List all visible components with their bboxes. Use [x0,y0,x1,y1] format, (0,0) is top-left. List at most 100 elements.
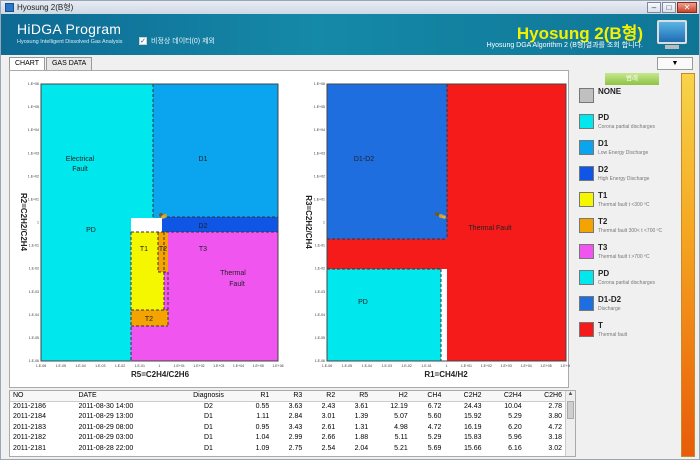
table-cell: 1.09 [255,444,270,452]
axis-tick-label: 1.E-01 [135,364,145,368]
legend-desc: Discharge [598,306,621,312]
label-thermal-fault: Fault [229,281,245,288]
table-cell: D1 [203,444,213,452]
label-t2: T2 [159,246,167,253]
legend-swatch [579,244,594,259]
table-cell: 2011-08-28 22:00 [78,444,134,452]
axis-tick-label: 1.E+06 [272,364,283,368]
table-row[interactable]: 2011-2183 2011-08-29 08:00 D1 0.95 3.43 2.61 1… [10,422,565,433]
legend-name: D1 [598,139,609,148]
axis-tick-label: 1 [446,364,448,368]
axis-tick-label: 1.E+01 [174,364,185,368]
table-cell: 1.11 [256,413,270,421]
table-scrollbar[interactable]: ▲ [565,391,575,456]
region-d1 [153,84,278,218]
axis-tick-label: 1.E+05 [28,105,39,109]
brand-title: Hyosung 2(B형) [516,24,643,43]
column-header[interactable]: C2H2 [444,391,485,402]
label-pd: PD [86,227,96,234]
legend-swatch [579,322,594,337]
column-header[interactable]: C2H4 [484,391,525,402]
exclude-abnormal-toggle[interactable]: ✓ 비정상 데이터(0) 제외 [139,36,215,46]
options-dropdown[interactable]: ▼ [657,57,693,70]
axis-tick-label: 1.E-02 [29,267,39,271]
window-controls: – □ ✕ [647,2,697,13]
table-row[interactable]: 2011-2184 2011-08-29 13:00 D1 1.11 2.84 3.01 1… [10,412,565,423]
table-cell: 2.54 [321,444,336,452]
axis-tick-label: 1.E-05 [29,336,39,340]
label-pd-right: PD [358,299,368,306]
axis-tick-label: 1.E+06 [28,82,39,86]
legend-item: PD Corona partial discharges [575,268,679,293]
table-cell: 1.39 [354,413,369,421]
scroll-up-icon[interactable]: ▲ [567,391,574,397]
table-cell: 5.07 [394,413,408,421]
table-cell: 6.20 [508,423,522,431]
table-cell: 2.66 [321,434,336,442]
label-fault: Fault [72,166,88,173]
axis-tick-label: 1.E-04 [315,313,325,317]
column-header[interactable]: R3 [272,391,306,402]
table-cell: 2.78 [548,403,562,410]
legend-swatch [579,270,594,285]
table-cell: D2 [203,403,213,410]
column-header[interactable]: CH4 [410,391,445,402]
left-x-label: R5=C2H4/C2H6 [131,370,190,379]
table-row[interactable]: 2011-2182 2011-08-29 03:00 D1 1.04 2.99 2.66 1… [10,433,565,444]
table-row[interactable]: 2011-2186 2011-08-30 14:00 D2 0.55 3.63 2.43 3… [10,401,565,412]
exclude-checkbox[interactable]: ✓ [139,37,147,45]
tab-chart[interactable]: CHART [9,57,45,70]
table-cell: 2.43 [321,403,336,410]
right-y-label: R3=C2H2/CH4 [304,195,313,249]
table-cell: 2.04 [354,444,369,452]
axis-tick-label: 1.E-04 [29,313,39,317]
column-header[interactable]: C2H6 [524,391,565,402]
results-table: NO DATE Diagnosis R1 R3 R2 R5 H2 CH4 C2H2 C2H4 C2H6… [9,390,576,457]
axis-tick-label: 1.E+04 [28,128,39,132]
color-scale-bar [681,73,695,457]
axis-tick-label: 1.E-02 [115,364,125,368]
close-button[interactable]: ✕ [677,2,697,13]
column-header[interactable]: DATE [75,391,178,402]
legend-name: T1 [598,191,608,200]
column-header[interactable]: H2 [371,391,411,402]
label-thermal: Thermal [220,270,246,277]
table-cell: 5.21 [394,444,408,452]
app-header: HiDGA Program Hyosung Intelligent Dissol… [1,14,699,55]
exclude-label: 비정상 데이터(0) 제외 [151,38,215,45]
table-cell: 5.69 [427,444,442,452]
legend-item: D2 High Energy Discharge [575,164,679,189]
axis-tick-label: 1.E-03 [95,364,105,368]
minimize-button[interactable]: – [647,2,661,13]
legend-swatch [579,140,594,155]
maximize-button[interactable]: □ [662,2,676,13]
axis-tick-label: 1.E-06 [315,359,325,363]
legend-desc: Thermal fault [598,332,628,338]
table-cell: 3.43 [288,423,303,431]
axis-tick-label: 1.E+03 [501,364,512,368]
column-header[interactable]: R5 [338,391,372,402]
axis-tick-label: 1.E+02 [481,364,492,368]
axis-tick-label: 1.E-04 [362,364,372,368]
column-header[interactable]: R2 [305,391,339,402]
scroll-thumb[interactable] [567,401,574,419]
table-row[interactable]: 2011-2181 2011-08-28 22:00 D1 1.09 2.75 2.54 2… [10,443,565,454]
table-cell: 4.72 [427,423,442,431]
column-header[interactable]: R1 [239,391,273,402]
legend-desc: Thermal fault t >700 ºC [598,254,650,260]
table-cell: D1 [203,413,213,421]
legend-desc: Low Energy Discharge [598,150,649,156]
column-header[interactable]: Diagnosis [177,391,240,402]
region-t2-box [131,310,168,326]
table-cell: 24.43 [464,403,482,410]
tab-gas-data[interactable]: GAS DATA [45,57,93,70]
table-cell: 3.63 [288,403,303,410]
column-header[interactable]: NO [10,391,76,402]
axis-tick-label: 1.E+04 [314,128,325,132]
axis-tick-label: 1.E-02 [315,267,325,271]
duval-charts: Electrical Fault D1 PD D2 T1 T2 T3 Therm… [19,82,570,379]
axis-tick-label: 1.E+05 [314,105,325,109]
table-cell: D1 [203,434,213,442]
right-x-label: R1=CH4/H2 [424,370,468,379]
axis-tick-label: 1.E+04 [521,364,532,368]
